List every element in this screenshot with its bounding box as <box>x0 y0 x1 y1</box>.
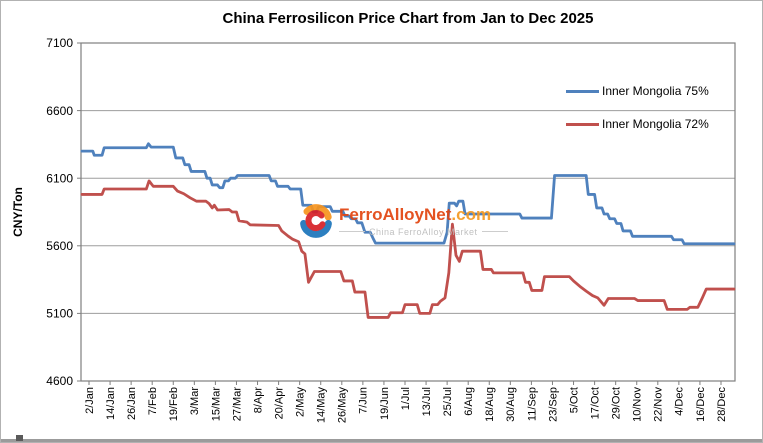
y-axis-title: CNY/Ton <box>11 187 25 237</box>
series-line-inner-mongolia-72 <box>80 179 736 319</box>
x-tick-label-13/Jul: 13/Jul <box>421 387 433 416</box>
ferroalloynet-watermark: FerroAlloyNet.com China FerroAlloy Marke… <box>296 201 508 241</box>
watermark-brand: FerroAlloyNet.com <box>339 204 508 224</box>
x-tick-label-4/Dec: 4/Dec <box>674 387 686 416</box>
x-tick-label-7/Jun: 7/Jun <box>358 387 370 414</box>
x-tick-label-5/Oct: 5/Oct <box>568 387 580 413</box>
x-tick-label-1/Jul: 1/Jul <box>400 387 412 410</box>
x-tick-label-17/Oct: 17/Oct <box>589 387 601 419</box>
y-tick-label-5600: 5600 <box>46 239 73 253</box>
x-tick-label-7/Feb: 7/Feb <box>147 387 159 415</box>
chart-title: China Ferrosilicon Price Chart from Jan … <box>222 10 594 27</box>
x-tick-label-26/May: 26/May <box>337 387 349 424</box>
x-tick-label-19/Jun: 19/Jun <box>379 387 391 420</box>
ferroalloynet-logo-icon <box>300 204 332 238</box>
y-tick-label-6600: 6600 <box>46 104 73 118</box>
x-tick-label-30/Aug: 30/Aug <box>505 387 517 422</box>
x-tick-label-18/Aug: 18/Aug <box>484 387 496 422</box>
watermark-tagline-row: China FerroAlloy Market <box>339 227 508 237</box>
plot-border <box>80 42 736 382</box>
window-bottom-edge <box>1 439 762 442</box>
y-tick-label-7100: 7100 <box>46 36 73 50</box>
watermark-tagline: China FerroAlloy Market <box>369 226 478 237</box>
legend-line-swatch-72 <box>566 122 599 126</box>
x-tick-label-28/Dec: 28/Dec <box>716 387 728 422</box>
x-tick-label-20/Apr: 20/Apr <box>273 387 285 420</box>
legend-label-72: Inner Mongolia 72% <box>602 117 709 131</box>
x-tick-label-19/Feb: 19/Feb <box>168 387 180 421</box>
series-line-inner-mongolia-75 <box>80 142 736 246</box>
watermark-brand-suffix: .com <box>451 204 492 224</box>
legend-line-swatch-75 <box>566 89 599 93</box>
legend-entry-inner-mongolia-72: Inner Mongolia 72% <box>566 117 709 131</box>
x-tick-label-16/Dec: 16/Dec <box>695 387 707 422</box>
legend-entry-inner-mongolia-75: Inner Mongolia 75% <box>566 84 709 98</box>
x-tick-label-27/Mar: 27/Mar <box>231 387 243 422</box>
x-tick-label-14/May: 14/May <box>316 387 328 424</box>
legend-label-75: Inner Mongolia 75% <box>602 84 709 98</box>
x-tick-label-6/Aug: 6/Aug <box>463 387 475 416</box>
x-tick-label-25/Jul: 25/Jul <box>442 387 454 416</box>
x-tick-label-8/Apr: 8/Apr <box>252 387 264 414</box>
x-tick-label-3/Mar: 3/Mar <box>189 387 201 415</box>
watermark-text-block: FerroAlloyNet.com China FerroAlloy Marke… <box>339 204 508 237</box>
watermark-dash-right <box>481 231 508 232</box>
x-tick-label-15/Mar: 15/Mar <box>210 387 222 422</box>
x-tick-label-10/Nov: 10/Nov <box>632 387 644 422</box>
watermark-brand-name: FerroAlloyNet <box>339 204 452 224</box>
y-tick-label-6100: 6100 <box>46 171 73 185</box>
window-bottom-edge-nub <box>16 435 23 441</box>
y-tick-label-4600: 4600 <box>46 374 73 388</box>
x-tick-label-29/Oct: 29/Oct <box>611 387 623 419</box>
x-tick-label-2/Jan: 2/Jan <box>84 387 96 414</box>
y-tick-label-5100: 5100 <box>46 307 73 321</box>
x-tick-label-14/Jan: 14/Jan <box>105 387 117 420</box>
x-tick-label-11/Sep: 11/Sep <box>526 387 538 421</box>
x-tick-label-2/May: 2/May <box>295 387 307 417</box>
x-tick-label-23/Sep: 23/Sep <box>547 387 559 422</box>
watermark-dash-left <box>339 231 365 232</box>
x-tick-label-22/Nov: 22/Nov <box>653 387 665 422</box>
x-tick-label-26/Jan: 26/Jan <box>126 387 138 420</box>
